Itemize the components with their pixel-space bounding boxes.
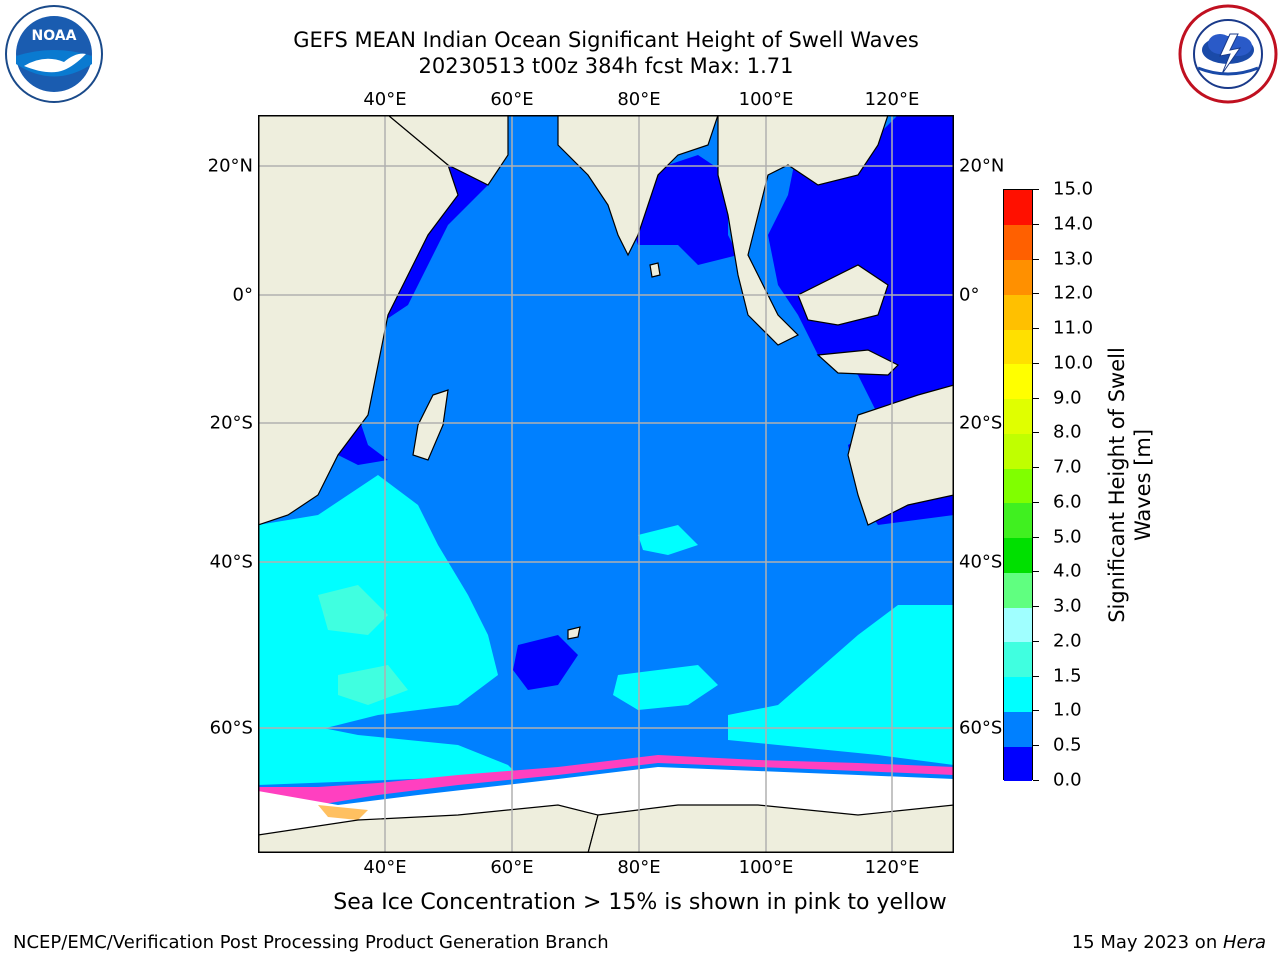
colorbar-tick-label: 0.0 [1053, 769, 1082, 791]
colorbar-segment [1004, 433, 1032, 469]
lat-tick-right: 0° [959, 284, 980, 306]
footer-date-text: 15 May 2023 on [1071, 932, 1223, 953]
colorbar-segment [1004, 294, 1032, 330]
mid-swell-patches [318, 585, 408, 705]
colorbar-title-line1: Significant Height of Swell [1105, 347, 1129, 623]
lat-tick-right: 20°S [959, 412, 1003, 434]
lat-tick-left: 60°S [209, 717, 253, 739]
colorbar-tick-label: 3.0 [1053, 595, 1082, 617]
colorbar-segment [1004, 641, 1032, 678]
colorbar-tick-label: 11.0 [1053, 317, 1094, 339]
footer-date: 15 May 2023 on Hera [1072, 932, 1266, 953]
colorbar-tick-label: 1.0 [1053, 699, 1082, 721]
colorbar-tick-mark [1033, 571, 1039, 573]
colorbar-tick-mark [1033, 293, 1039, 295]
colorbar-tick-label: 4.0 [1053, 560, 1082, 582]
colorbar-segment [1004, 259, 1032, 295]
map-title: GEFS MEAN Indian Ocean Significant Heigh… [293, 28, 919, 52]
lon-tick-bottom: 120°E [864, 857, 920, 878]
colorbar-tick-label: 7.0 [1053, 456, 1082, 478]
colorbar-segment [1004, 572, 1032, 608]
colorbar-tick-label: 1.5 [1053, 665, 1082, 687]
lon-tick-top: 120°E [864, 89, 920, 110]
colorbar [1003, 189, 1033, 782]
colorbar-segment [1004, 711, 1032, 747]
colorbar-title-line2: Waves [m] [1131, 428, 1155, 542]
lat-tick-right: 40°S [959, 551, 1003, 573]
noaa-logo-icon: NOAA [5, 5, 103, 103]
lat-tick-left: 0° [232, 284, 253, 306]
colorbar-tick-mark [1033, 745, 1039, 747]
colorbar-segment [1004, 398, 1032, 434]
noaa-logo-text: NOAA [32, 28, 77, 44]
colorbar-tick-label: 8.0 [1053, 421, 1082, 443]
colorbar-tick-label: 14.0 [1053, 213, 1094, 235]
colorbar-tick-label: 12.0 [1053, 282, 1094, 304]
colorbar-tick-label: 2.0 [1053, 630, 1082, 652]
lon-tick-bottom: 100°E [738, 857, 794, 878]
colorbar-segment [1004, 676, 1032, 712]
lon-tick-bottom: 80°E [617, 857, 661, 878]
footer-credit: NCEP/EMC/Verification Post Processing Pr… [13, 932, 609, 953]
lon-tick-top: 60°E [490, 89, 534, 110]
colorbar-title: Significant Height of Swell Waves [m] [1104, 347, 1156, 623]
colorbar-tick-label: 10.0 [1053, 352, 1094, 374]
colorbar-tick-label: 5.0 [1053, 526, 1082, 548]
colorbar-tick-label: 9.0 [1053, 387, 1082, 409]
colorbar-segment [1004, 329, 1032, 365]
map-frame [258, 115, 954, 853]
lon-tick-top: 100°E [738, 89, 794, 110]
colorbar-tick-mark [1033, 362, 1039, 364]
colorbar-segment [1004, 190, 1032, 226]
lon-tick-top: 40°E [363, 89, 407, 110]
lat-tick-right: 60°S [959, 717, 1003, 739]
map-subtitle: 20230513 t00z 384h fcst Max: 1.71 [418, 54, 794, 78]
colorbar-tick-label: 15.0 [1053, 178, 1094, 200]
lat-tick-left: 20°N [207, 155, 253, 177]
lon-tick-bottom: 60°E [490, 857, 534, 878]
footer-machine: Hera [1222, 932, 1266, 953]
lat-tick-right: 20°N [959, 155, 1005, 177]
colorbar-tick-label: 13.0 [1053, 248, 1094, 270]
colorbar-tick-mark [1033, 536, 1039, 538]
colorbar-tick-mark [1033, 258, 1039, 260]
colorbar-tick-mark [1033, 432, 1039, 434]
colorbar-segment [1004, 746, 1032, 782]
colorbar-segment [1004, 224, 1032, 260]
colorbar-segment [1004, 502, 1032, 539]
colorbar-segment [1004, 537, 1032, 573]
colorbar-tick-mark [1033, 710, 1039, 712]
colorbar-segment [1004, 468, 1032, 504]
lon-tick-top: 80°E [617, 89, 661, 110]
colorbar-tick-mark [1033, 606, 1039, 608]
colorbar-tick-mark [1033, 640, 1039, 642]
colorbar-tick-mark [1033, 501, 1039, 503]
national-weather-service-logo-icon [1178, 4, 1278, 104]
colorbar-tick-mark [1033, 328, 1039, 330]
colorbar-tick-mark [1033, 675, 1039, 677]
colorbar-tick-label: 6.0 [1053, 491, 1082, 513]
indian-ocean-map [258, 115, 954, 853]
colorbar-tick-mark [1033, 189, 1039, 190]
sea-ice-caption: Sea Ice Concentration > 15% is shown in … [333, 890, 947, 915]
lat-tick-left: 20°S [209, 412, 253, 434]
colorbar-segment [1004, 607, 1032, 643]
colorbar-tick-mark [1033, 223, 1039, 225]
lon-tick-bottom: 40°E [363, 857, 407, 878]
lat-tick-left: 40°S [209, 551, 253, 573]
colorbar-tick-mark [1033, 467, 1039, 469]
colorbar-segment [1004, 363, 1032, 400]
graticule [258, 115, 954, 853]
colorbar-tick-mark [1033, 780, 1039, 781]
colorbar-tick-label: 0.5 [1053, 734, 1082, 756]
colorbar-tick-mark [1033, 397, 1039, 399]
